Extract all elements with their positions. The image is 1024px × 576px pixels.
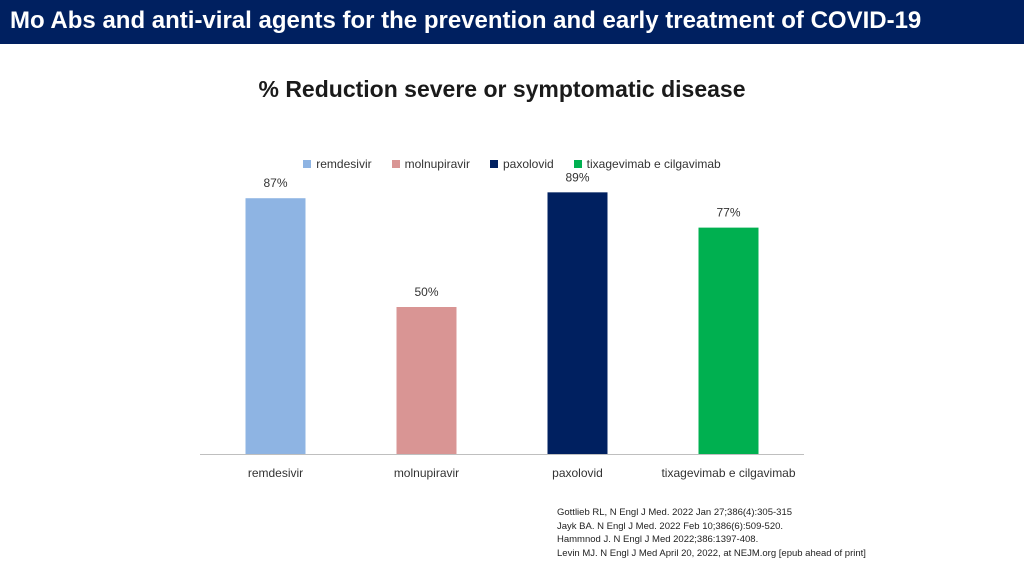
bar-remdesivir: [245, 198, 306, 454]
x-tick-label: remdesivir: [248, 466, 303, 480]
x-tick-label: molnupiravir: [394, 466, 459, 480]
legend-item-remdesivir: remdesivir: [303, 156, 372, 172]
x-tick-label: paxolovid: [552, 466, 603, 480]
slide-title: Mo Abs and anti-viral agents for the pre…: [10, 7, 922, 34]
reference-line: Gottlieb RL, N Engl J Med. 2022 Jan 27;3…: [557, 507, 793, 518]
reference-line: Jayk BA. N Engl J Med. 2022 Feb 10;386(6…: [557, 520, 784, 532]
legend-item-paxolovid: paxolovid: [489, 156, 554, 172]
reference-line: Levin MJ. N Engl J Med April 20, 2022, a…: [557, 547, 866, 559]
data-label: 89%: [565, 170, 589, 184]
data-label: 50%: [414, 285, 438, 299]
legend-swatch: [303, 160, 312, 168]
reference-line: Hammnod J. N Engl J Med 2022;386:1397-40…: [557, 534, 759, 545]
chart-title: % Reduction severe or symptomatic diseas…: [258, 76, 746, 102]
legend-item-molnupiravir: molnupiravir: [391, 156, 470, 172]
chart-legend: remdesivir molnupiravir paxolovid tixage…: [0, 156, 1024, 172]
bar-molnupiravir: [396, 307, 457, 454]
bar-tixagevimab-e-cilgavimab: [698, 227, 759, 454]
legend-label: tixagevimab e cilgavimab: [586, 157, 721, 171]
legend-swatch: [489, 160, 498, 168]
data-label: 77%: [716, 206, 740, 220]
data-label: 87%: [263, 176, 287, 190]
legend-swatch: [391, 160, 400, 168]
legend-label: paxolovid: [502, 157, 554, 171]
bar-paxolovid: [547, 192, 608, 454]
legend-swatch: [573, 160, 582, 168]
legend-item-tixagevimab: tixagevimab e cilgavimab: [573, 156, 721, 172]
references: Gottlieb RL, N Engl J Med. 2022 Jan 27;3…: [557, 506, 866, 560]
legend-label: molnupiravir: [404, 157, 470, 171]
title-bar: Mo Abs and anti-viral agents for the pre…: [0, 0, 1024, 44]
x-tick-label: tixagevimab e cilgavimab: [661, 466, 795, 480]
legend-label: remdesivir: [316, 157, 372, 171]
